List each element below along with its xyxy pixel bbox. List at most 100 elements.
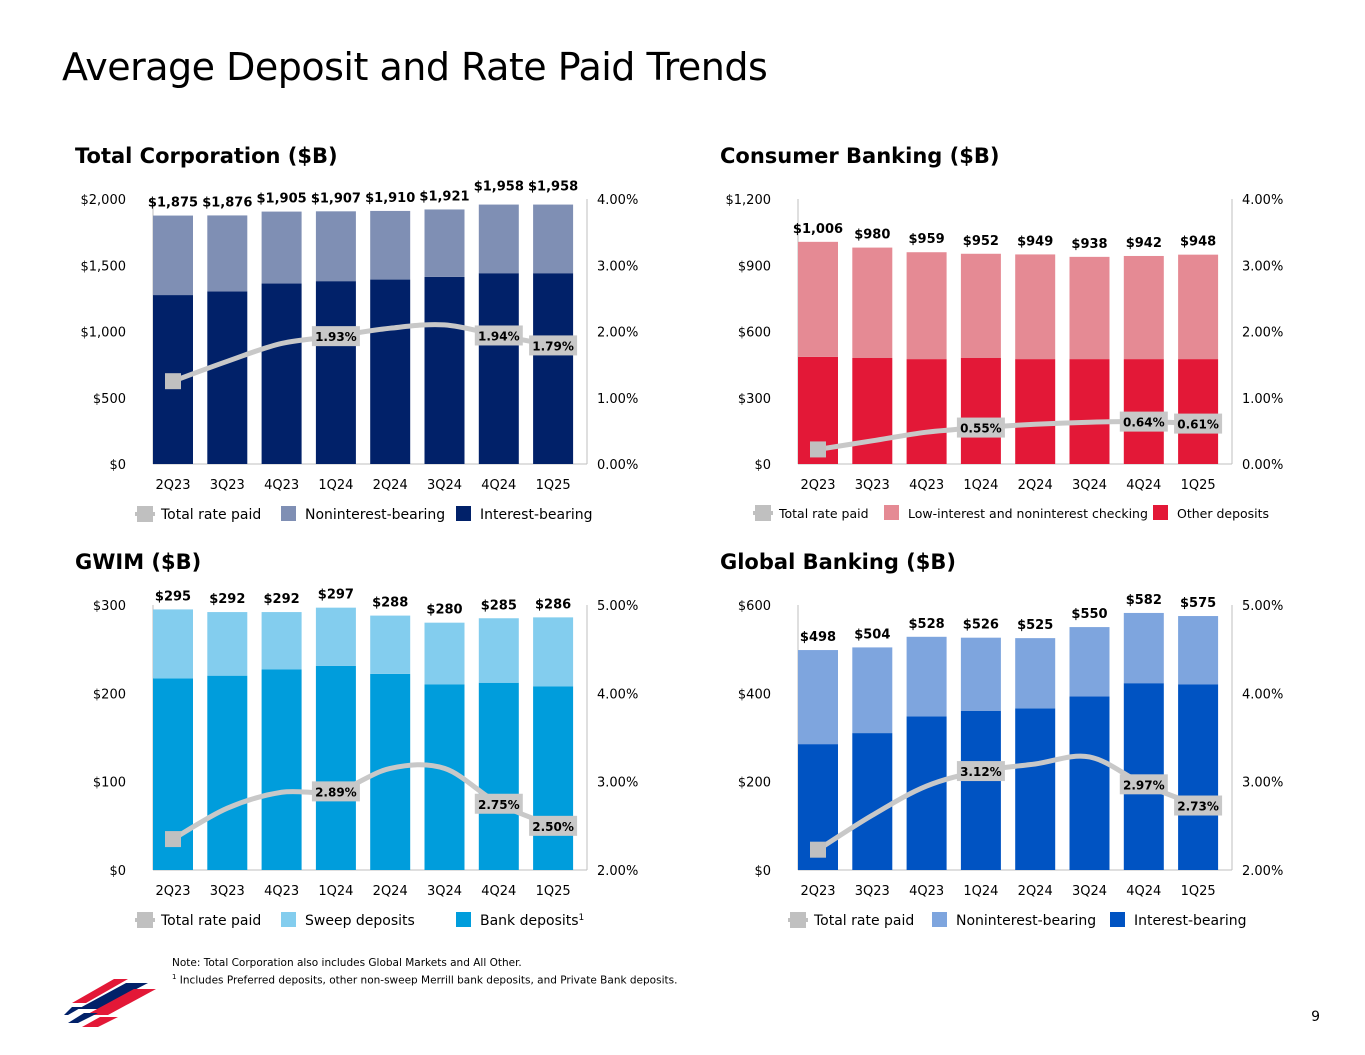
bar-total-label: $285	[481, 598, 517, 613]
legend-label: Bank deposits1	[480, 913, 584, 929]
bar-segment	[1015, 359, 1056, 464]
page-number: 9	[1311, 1009, 1320, 1025]
bar-segment	[906, 252, 947, 360]
y-left-tick-label: $0	[754, 864, 771, 879]
x-tick-label: 1Q24	[963, 884, 998, 899]
bar-segment	[370, 615, 411, 674]
legend-swatch	[884, 505, 899, 520]
rate-label-box	[474, 793, 523, 814]
x-tick-label: 1Q24	[963, 478, 998, 493]
legend-label: Other deposits	[1177, 506, 1269, 521]
x-tick-label: 3Q24	[1072, 478, 1107, 493]
chart-global-banking: Global Banking ($B) $0 $200 $400 $600 2.00% 3…	[720, 550, 1360, 950]
x-tick-label: 4Q24	[481, 884, 516, 899]
y-left-tick-label: $0	[109, 864, 126, 879]
bar-segment	[852, 733, 893, 870]
x-tick-label: 2Q24	[1018, 884, 1053, 899]
x-tick-label: 4Q23	[909, 478, 944, 493]
rate-label-text: 2.97%	[1123, 778, 1165, 792]
x-tick-label: 4Q23	[909, 884, 944, 899]
bar-total-label: $292	[209, 592, 245, 607]
legend-label: Interest-bearing	[1134, 913, 1247, 929]
bar-segment	[315, 665, 356, 870]
bar-segment	[424, 622, 465, 685]
legend-label: Total rate paid	[160, 507, 261, 523]
rate-label-box	[956, 417, 1005, 438]
legend: Total rate paid Sweep deposits Bank deposi…	[135, 912, 584, 929]
bar-segment	[960, 358, 1001, 464]
rate-label: 2.73%	[1174, 795, 1223, 816]
x-tick-label: 2Q24	[373, 884, 408, 899]
y-left-tick-label: $300	[738, 392, 771, 407]
bar-total-label: $1,958	[528, 180, 578, 195]
legend-swatch	[456, 912, 471, 927]
rate-label-text: 1.79%	[532, 339, 574, 353]
bar-segment	[852, 358, 893, 464]
y-right-tick-label: 4.00%	[1242, 193, 1283, 208]
bar-segment	[478, 682, 519, 870]
bank-flag-logo	[64, 979, 156, 1027]
x-tick-label: 3Q23	[855, 884, 890, 899]
y-right-tick-label: 3.00%	[1242, 259, 1283, 274]
bar-segment	[207, 291, 248, 464]
bar-segment	[1069, 627, 1110, 697]
bar-segment	[153, 609, 193, 679]
bar-segment	[370, 279, 411, 464]
y-left-tick-label: $1,500	[81, 259, 127, 274]
bar-segment	[478, 273, 519, 464]
rate-label-box	[1174, 795, 1223, 816]
bar-total-label: $504	[854, 627, 890, 642]
legend-label: Sweep deposits	[305, 913, 415, 929]
y-left-tick-label: $1,200	[726, 193, 772, 208]
rate-label: 2.75%	[474, 793, 523, 814]
x-tick-label: 4Q24	[1126, 478, 1161, 493]
y-right-tick-label: 3.00%	[597, 776, 638, 791]
rate-label: 0.61%	[1174, 413, 1223, 434]
chart-gwim: GWIM ($B) $0 $100 $200 $300 2.00% 3.00% 4.00% 5…	[75, 550, 715, 950]
rate-label-box	[529, 815, 578, 836]
bar-total-label: $297	[318, 588, 354, 603]
x-tick-label: 3Q24	[1072, 884, 1107, 899]
chart-title: Total Corporation ($B)	[75, 144, 338, 168]
bar-segment	[207, 612, 248, 676]
rate-label-text: 2.89%	[315, 785, 357, 799]
chart-title: GWIM ($B)	[75, 550, 202, 574]
rate-label-text: 2.50%	[532, 820, 574, 834]
bar-segment	[207, 675, 248, 870]
bar-segment	[533, 686, 574, 870]
bar-segment	[1178, 254, 1219, 360]
bar-segment	[261, 669, 302, 870]
legend-swatch	[456, 506, 471, 521]
bar-segment	[1178, 684, 1219, 870]
x-tick-label: 1Q25	[1181, 884, 1216, 899]
rate-label-box	[956, 761, 1005, 782]
bar-segment	[261, 612, 302, 670]
bar-segment	[315, 211, 356, 282]
bar-total-label: $1,875	[148, 196, 198, 211]
bar-total-label: $292	[264, 592, 300, 607]
bar-total-label: $948	[1180, 235, 1216, 250]
chart-svg: $0 $500 $1,000 $1,500 $2,000 0.00% 1.00% 2.00% 3…	[81, 180, 639, 523]
bar-total-label: $280	[426, 603, 462, 618]
bar-segment	[906, 636, 947, 717]
y-right-tick-label: 2.00%	[597, 864, 638, 879]
legend: Total rate paid Noninterest-bearing Intere…	[135, 506, 593, 523]
bar-segment	[1015, 708, 1056, 870]
bar-segment	[852, 247, 893, 358]
bar-total-label: $942	[1126, 236, 1162, 251]
legend: Total rate paid Noninterest-bearing Intere…	[788, 912, 1247, 929]
rate-label-text: 1.93%	[315, 330, 357, 344]
bar-segment	[1069, 696, 1110, 870]
x-tick-label: 1Q25	[1181, 478, 1216, 493]
legend-superscript: 1	[579, 913, 585, 923]
rate-start-marker	[165, 373, 181, 390]
y-right-tick-label: 3.00%	[597, 259, 638, 274]
bar-segment	[1015, 254, 1056, 360]
x-tick-label: 1Q25	[536, 478, 571, 493]
legend-swatch	[1110, 912, 1125, 927]
y-right-tick-label: 4.00%	[1242, 687, 1283, 702]
bar-segment	[1178, 359, 1219, 464]
rate-label: 2.50%	[529, 815, 578, 836]
bar-total-label: $528	[909, 617, 945, 632]
y-left-tick-label: $600	[738, 326, 771, 341]
